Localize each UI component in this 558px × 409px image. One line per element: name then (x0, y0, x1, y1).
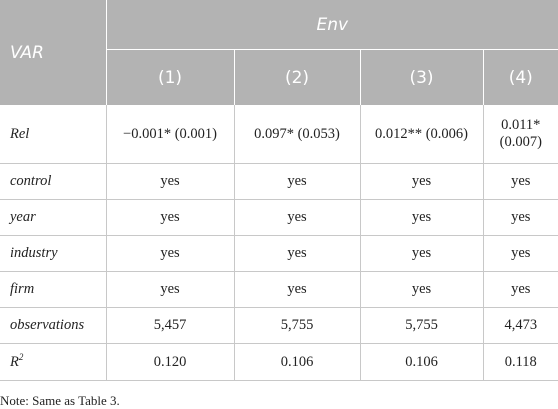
row-label: industry (0, 235, 107, 272)
table-cell: 5,755 (234, 307, 361, 344)
column-header-1: (1) (106, 49, 235, 105)
var-header: VAR (0, 0, 107, 105)
table-cell: 0.106 (360, 343, 484, 381)
table-row-industry: industry yes yes yes yes (0, 235, 558, 272)
regression-table: VAR Env (1) (2) (3) (4) Rel −0.001* (0.0… (0, 0, 558, 381)
table-cell: yes (106, 235, 235, 272)
table-cell: yes (106, 163, 235, 200)
table-cell: 5,457 (106, 307, 235, 344)
regression-table-container: VAR Env (1) (2) (3) (4) Rel −0.001* (0.0… (0, 0, 558, 381)
table-cell: 0.120 (106, 343, 235, 381)
table-row-r-squared: R2 0.120 0.106 0.106 0.118 (0, 343, 558, 381)
table-cell: yes (483, 271, 558, 308)
table-row-rel: Rel −0.001* (0.001) 0.097* (0.053) 0.012… (0, 105, 558, 164)
column-header-3: (3) (360, 49, 484, 105)
table-cell: yes (483, 235, 558, 272)
row-label: year (0, 199, 107, 236)
table-cell: yes (360, 199, 484, 236)
column-header-2: (2) (234, 49, 361, 105)
table-body: Rel −0.001* (0.001) 0.097* (0.053) 0.012… (0, 105, 558, 381)
superscript: 2 (18, 351, 24, 362)
row-label: observations (0, 307, 107, 344)
table-cell: 0.118 (483, 343, 558, 381)
table-cell: 5,755 (360, 307, 484, 344)
row-label: control (0, 163, 107, 200)
table-cell: yes (106, 199, 235, 236)
table-cell: yes (360, 271, 484, 308)
table-note: Note: Same as Table 3. (0, 393, 120, 408)
table-cell: −0.001* (0.001) (106, 105, 235, 164)
row-label: Rel (0, 105, 107, 164)
table-cell: yes (234, 235, 361, 272)
table-cell: 0.012** (0.006) (360, 105, 484, 164)
header-row-columns: (1) (2) (3) (4) (0, 49, 558, 105)
table-cell: 4,473 (483, 307, 558, 344)
table-cell: 0.097* (0.053) (234, 105, 361, 164)
table-cell: 0.011* (0.007) (483, 105, 558, 164)
row-label: firm (0, 271, 107, 308)
column-header-4: (4) (483, 49, 558, 105)
table-cell: yes (234, 271, 361, 308)
table-cell: yes (106, 271, 235, 308)
table-cell: yes (234, 199, 361, 236)
table-cell: yes (360, 235, 484, 272)
table-row-firm: firm yes yes yes yes (0, 271, 558, 308)
table-cell: yes (483, 163, 558, 200)
table-row-observations: observations 5,457 5,755 5,755 4,473 (0, 307, 558, 344)
row-label: R (10, 353, 19, 370)
table-cell: yes (234, 163, 361, 200)
row-label-r-squared: R2 (0, 343, 107, 381)
table-cell: 0.106 (234, 343, 361, 381)
table-header: VAR Env (1) (2) (3) (4) (0, 0, 558, 105)
env-group-header: Env (106, 0, 558, 50)
table-cell: yes (483, 199, 558, 236)
table-row-year: year yes yes yes yes (0, 199, 558, 236)
table-row-control: control yes yes yes yes (0, 163, 558, 200)
header-row-group: VAR Env (0, 0, 558, 105)
table-cell: yes (360, 163, 484, 200)
